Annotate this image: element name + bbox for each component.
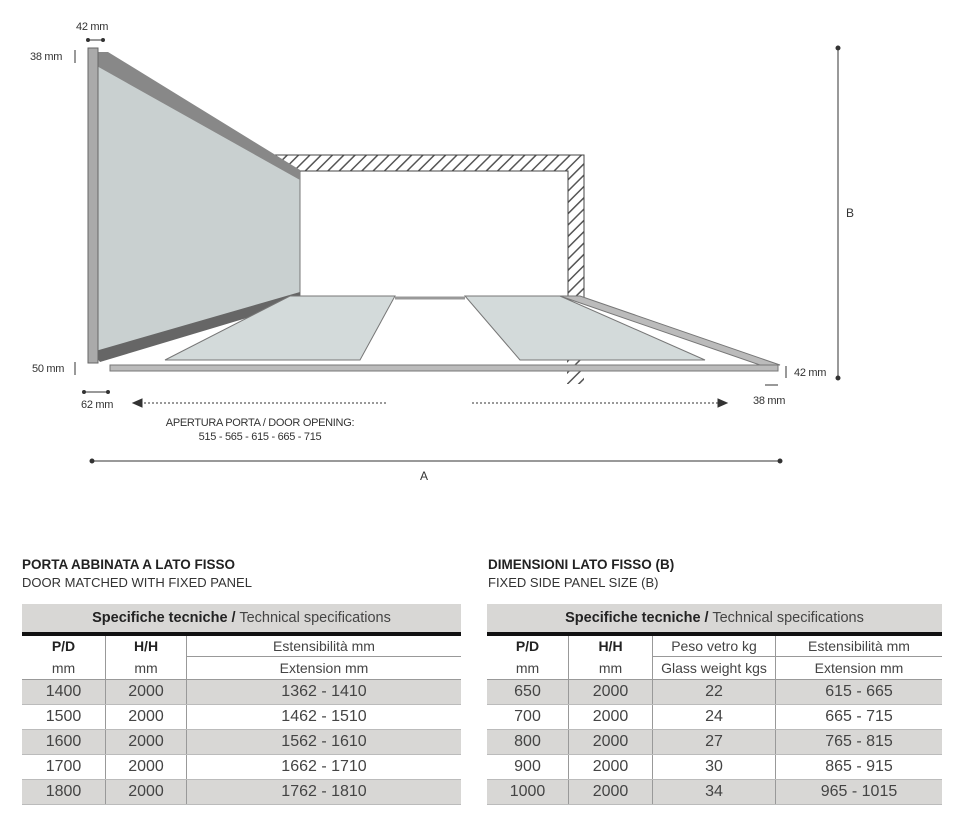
dim-b-label: B <box>846 206 855 220</box>
table-cell: 1700 <box>22 754 106 780</box>
table-cell: 1662 - 1710 <box>186 754 461 780</box>
table-row: 1000 2000 34 965 - 1015 <box>487 779 942 805</box>
col-header: Estensibilità mm <box>775 634 942 657</box>
door-opening-values: 515 - 565 - 615 - 665 - 715 <box>198 431 322 443</box>
col-header: P/D <box>515 638 540 655</box>
table-row: 1600 2000 1562 - 1610 <box>22 729 461 755</box>
table-cell: 800 <box>487 729 569 755</box>
table-cell: 2000 <box>105 779 187 805</box>
table-cell: 865 - 915 <box>775 754 942 780</box>
table-cell: 615 - 665 <box>775 679 942 705</box>
col-unit: mm <box>22 656 106 680</box>
table-cell: 24 <box>652 704 776 730</box>
table-cell: 1800 <box>22 779 106 805</box>
table-cell: 2000 <box>568 679 653 705</box>
table-cell: 1562 - 1610 <box>186 729 461 755</box>
table-cell: 2000 <box>105 679 187 705</box>
table-row: 1800 2000 1762 - 1810 <box>22 779 461 805</box>
right-title: DIMENSIONI LATO FISSO (B) <box>488 557 675 572</box>
table-cell: 1462 - 1510 <box>186 704 461 730</box>
col-header: Peso vetro kg <box>652 634 776 657</box>
table-caption: Specifiche tecniche / Technical specific… <box>22 604 461 636</box>
door-spec-table: Specifiche tecniche / Technical specific… <box>22 604 461 805</box>
table-row: 700 2000 24 665 - 715 <box>487 704 942 730</box>
dim-bottom-left-height: 50 mm <box>32 363 65 375</box>
table-caption: Specifiche tecniche / Technical specific… <box>487 604 942 636</box>
table-cell: 900 <box>487 754 569 780</box>
table-cell: 30 <box>652 754 776 780</box>
table-cell: 1600 <box>22 729 106 755</box>
table-cell: 2000 <box>105 704 187 730</box>
table-row: 1700 2000 1662 - 1710 <box>22 754 461 780</box>
table-cell: 1762 - 1810 <box>186 779 461 805</box>
dim-top-height: 38 mm <box>30 51 63 63</box>
table-row: 800 2000 27 765 - 815 <box>487 729 942 755</box>
table-cell: 965 - 1015 <box>775 779 942 805</box>
door-opening-label: APERTURA PORTA / DOOR OPENING: <box>165 417 355 429</box>
col-unit: mm <box>568 656 653 680</box>
table-row: 650 2000 22 615 - 665 <box>487 679 942 705</box>
sliding-doors <box>109 295 781 372</box>
col-header: P/D <box>51 638 76 655</box>
table-cell: 2000 <box>568 729 653 755</box>
table-cell: 1400 <box>22 679 106 705</box>
col-header: Estensibilità mm <box>186 634 461 657</box>
table-cell: 2000 <box>105 754 187 780</box>
table-cell: 2000 <box>568 779 653 805</box>
table-row: 1500 2000 1462 - 1510 <box>22 704 461 730</box>
fixed-panel-spec-table: Specifiche tecniche / Technical specific… <box>487 604 942 805</box>
left-subtitle: DOOR MATCHED WITH FIXED PANEL <box>22 575 252 590</box>
table-cell: 2000 <box>105 729 187 755</box>
table-cell: 1000 <box>487 779 569 805</box>
table-cell: 765 - 815 <box>775 729 942 755</box>
fixed-side-panel <box>87 47 301 364</box>
table-row: 1400 2000 1362 - 1410 <box>22 679 461 705</box>
col-unit: mm <box>105 656 187 680</box>
col-unit: Extension mm <box>186 656 461 680</box>
dim-a-label: A <box>420 469 429 483</box>
col-header: H/H <box>105 634 187 657</box>
table-cell: 22 <box>652 679 776 705</box>
dim-top-width: 42 mm <box>76 21 109 33</box>
col-unit: Glass weight kgs <box>652 656 776 680</box>
table-cell: 700 <box>487 704 569 730</box>
table-cell: 27 <box>652 729 776 755</box>
table-row: 900 2000 30 865 - 915 <box>487 754 942 780</box>
table-cell: 2000 <box>568 704 653 730</box>
dim-right-width: 38 mm <box>753 395 786 407</box>
shower-enclosure-diagram <box>74 38 841 464</box>
table-cell: 1500 <box>22 704 106 730</box>
col-header: H/H <box>568 634 653 657</box>
table-cell: 1362 - 1410 <box>186 679 461 705</box>
right-subtitle: FIXED SIDE PANEL SIZE (B) <box>488 575 659 590</box>
table-cell: 665 - 715 <box>775 704 942 730</box>
col-unit: Extension mm <box>775 656 942 680</box>
col-unit: mm <box>487 656 569 680</box>
table-cell: 2000 <box>568 754 653 780</box>
dim-bottom-left-width: 62 mm <box>81 399 114 411</box>
table-cell: 650 <box>487 679 569 705</box>
dim-right-height: 42 mm <box>794 367 827 379</box>
left-title: PORTA ABBINATA A LATO FISSO <box>22 557 235 572</box>
table-cell: 34 <box>652 779 776 805</box>
